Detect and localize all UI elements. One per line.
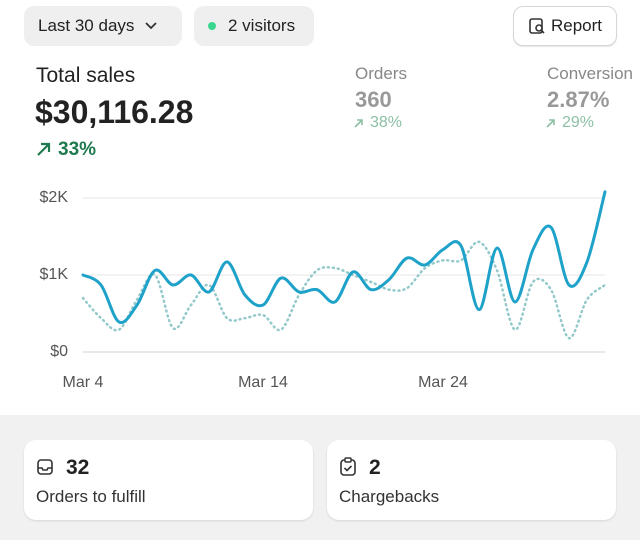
- series-line: [81, 190, 607, 325]
- up-arrow: [354, 119, 363, 128]
- metric-change: 33%: [58, 139, 97, 160]
- y-tick-label: $0: [50, 343, 68, 360]
- metric-label: Conversion: [547, 64, 633, 83]
- y-tick-label: $2K: [40, 189, 69, 206]
- orders-card[interactable]: 32 Orders to fulfill: [24, 440, 313, 520]
- metric-label: Orders: [355, 64, 407, 83]
- date-range-button[interactable]: Last 30 days: [24, 6, 182, 46]
- inbox-icon: [37, 459, 53, 475]
- report-text: Report: [550, 16, 602, 35]
- metric-change: 38%: [370, 114, 403, 131]
- report-icon: [529, 18, 545, 34]
- x-tick-label: Mar 14: [238, 374, 288, 391]
- card-value: 32: [66, 456, 90, 479]
- y-tick-label: $1K: [40, 266, 69, 283]
- chevron-icon: [145, 22, 158, 30]
- report-button[interactable]: Report: [513, 6, 617, 46]
- x-tick-label: Mar 24: [418, 374, 468, 391]
- metric-label: Total sales: [36, 64, 136, 87]
- up-arrow: [546, 119, 555, 128]
- series-line: [81, 240, 607, 340]
- sales-chart: $0 $1K $2K Mar 4 Mar 14 Mar 24: [40, 189, 607, 391]
- up-arrow: [37, 142, 51, 156]
- metric-value: 360: [355, 87, 392, 112]
- date-range-text: Last 30 days: [38, 16, 135, 35]
- visitors-button[interactable]: 2 visitors: [194, 6, 314, 46]
- metric-value: 2.87%: [547, 87, 610, 112]
- chargebacks-card[interactable]: 2 Chargebacks: [327, 440, 616, 520]
- live-dot: [208, 22, 216, 30]
- metric-change: 29%: [562, 114, 595, 131]
- card-label: Chargebacks: [339, 487, 440, 506]
- card-label: Orders to fulfill: [36, 487, 146, 506]
- clipboard-icon: [340, 457, 356, 476]
- card-value: 2: [369, 456, 381, 479]
- visitors-text: 2 visitors: [228, 16, 296, 35]
- x-tick-label: Mar 4: [63, 374, 104, 391]
- metric-value: $30,116.28: [35, 94, 194, 130]
